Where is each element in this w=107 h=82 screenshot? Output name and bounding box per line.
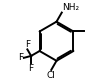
Text: F: F: [25, 40, 30, 49]
Text: F: F: [29, 64, 34, 73]
Text: NH₂: NH₂: [62, 3, 79, 12]
Text: Cl: Cl: [46, 71, 55, 80]
Text: F: F: [18, 53, 23, 62]
